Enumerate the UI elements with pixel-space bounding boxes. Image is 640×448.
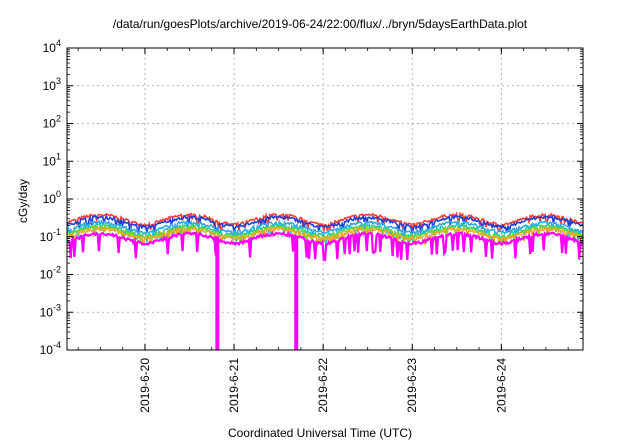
grid-layer bbox=[67, 48, 583, 350]
series-line bbox=[67, 222, 583, 245]
y-tick-label: 10-1 bbox=[40, 227, 61, 244]
x-tick-label: 2019-6-24 bbox=[494, 358, 508, 413]
series-layer bbox=[67, 211, 583, 350]
y-tick-label: 103 bbox=[43, 76, 61, 93]
chart-title: /data/run/goesPlots/archive/2019-06-24/2… bbox=[112, 17, 528, 31]
y-tick-label: 102 bbox=[43, 114, 61, 131]
series-line bbox=[67, 213, 583, 235]
plot-frame bbox=[66, 47, 584, 351]
series-line bbox=[67, 226, 583, 246]
y-tick-label: 101 bbox=[43, 151, 61, 168]
axis-layer: 10-4 10-3 10-2 10-1 100 101 102 103 104 2019-6-20… bbox=[40, 38, 584, 413]
x-tick-label: 2019-6-21 bbox=[227, 358, 241, 413]
x-tick-label: 2019-6-20 bbox=[138, 358, 152, 413]
x-tick-label: 2019-6-22 bbox=[316, 358, 330, 413]
x-tick-label: 2019-6-23 bbox=[405, 358, 419, 413]
series-line bbox=[67, 223, 583, 245]
y-tick-label: 104 bbox=[43, 38, 61, 55]
y-tick-label: 10-3 bbox=[40, 302, 61, 319]
y-tick-label: 10-2 bbox=[40, 265, 61, 282]
y-tick-label: 10-4 bbox=[40, 340, 61, 357]
series-line bbox=[67, 230, 583, 262]
x-axis-label: Coordinated Universal Time (UTC) bbox=[227, 426, 413, 440]
series-line bbox=[67, 218, 583, 240]
y-tick-label: 100 bbox=[43, 189, 61, 206]
